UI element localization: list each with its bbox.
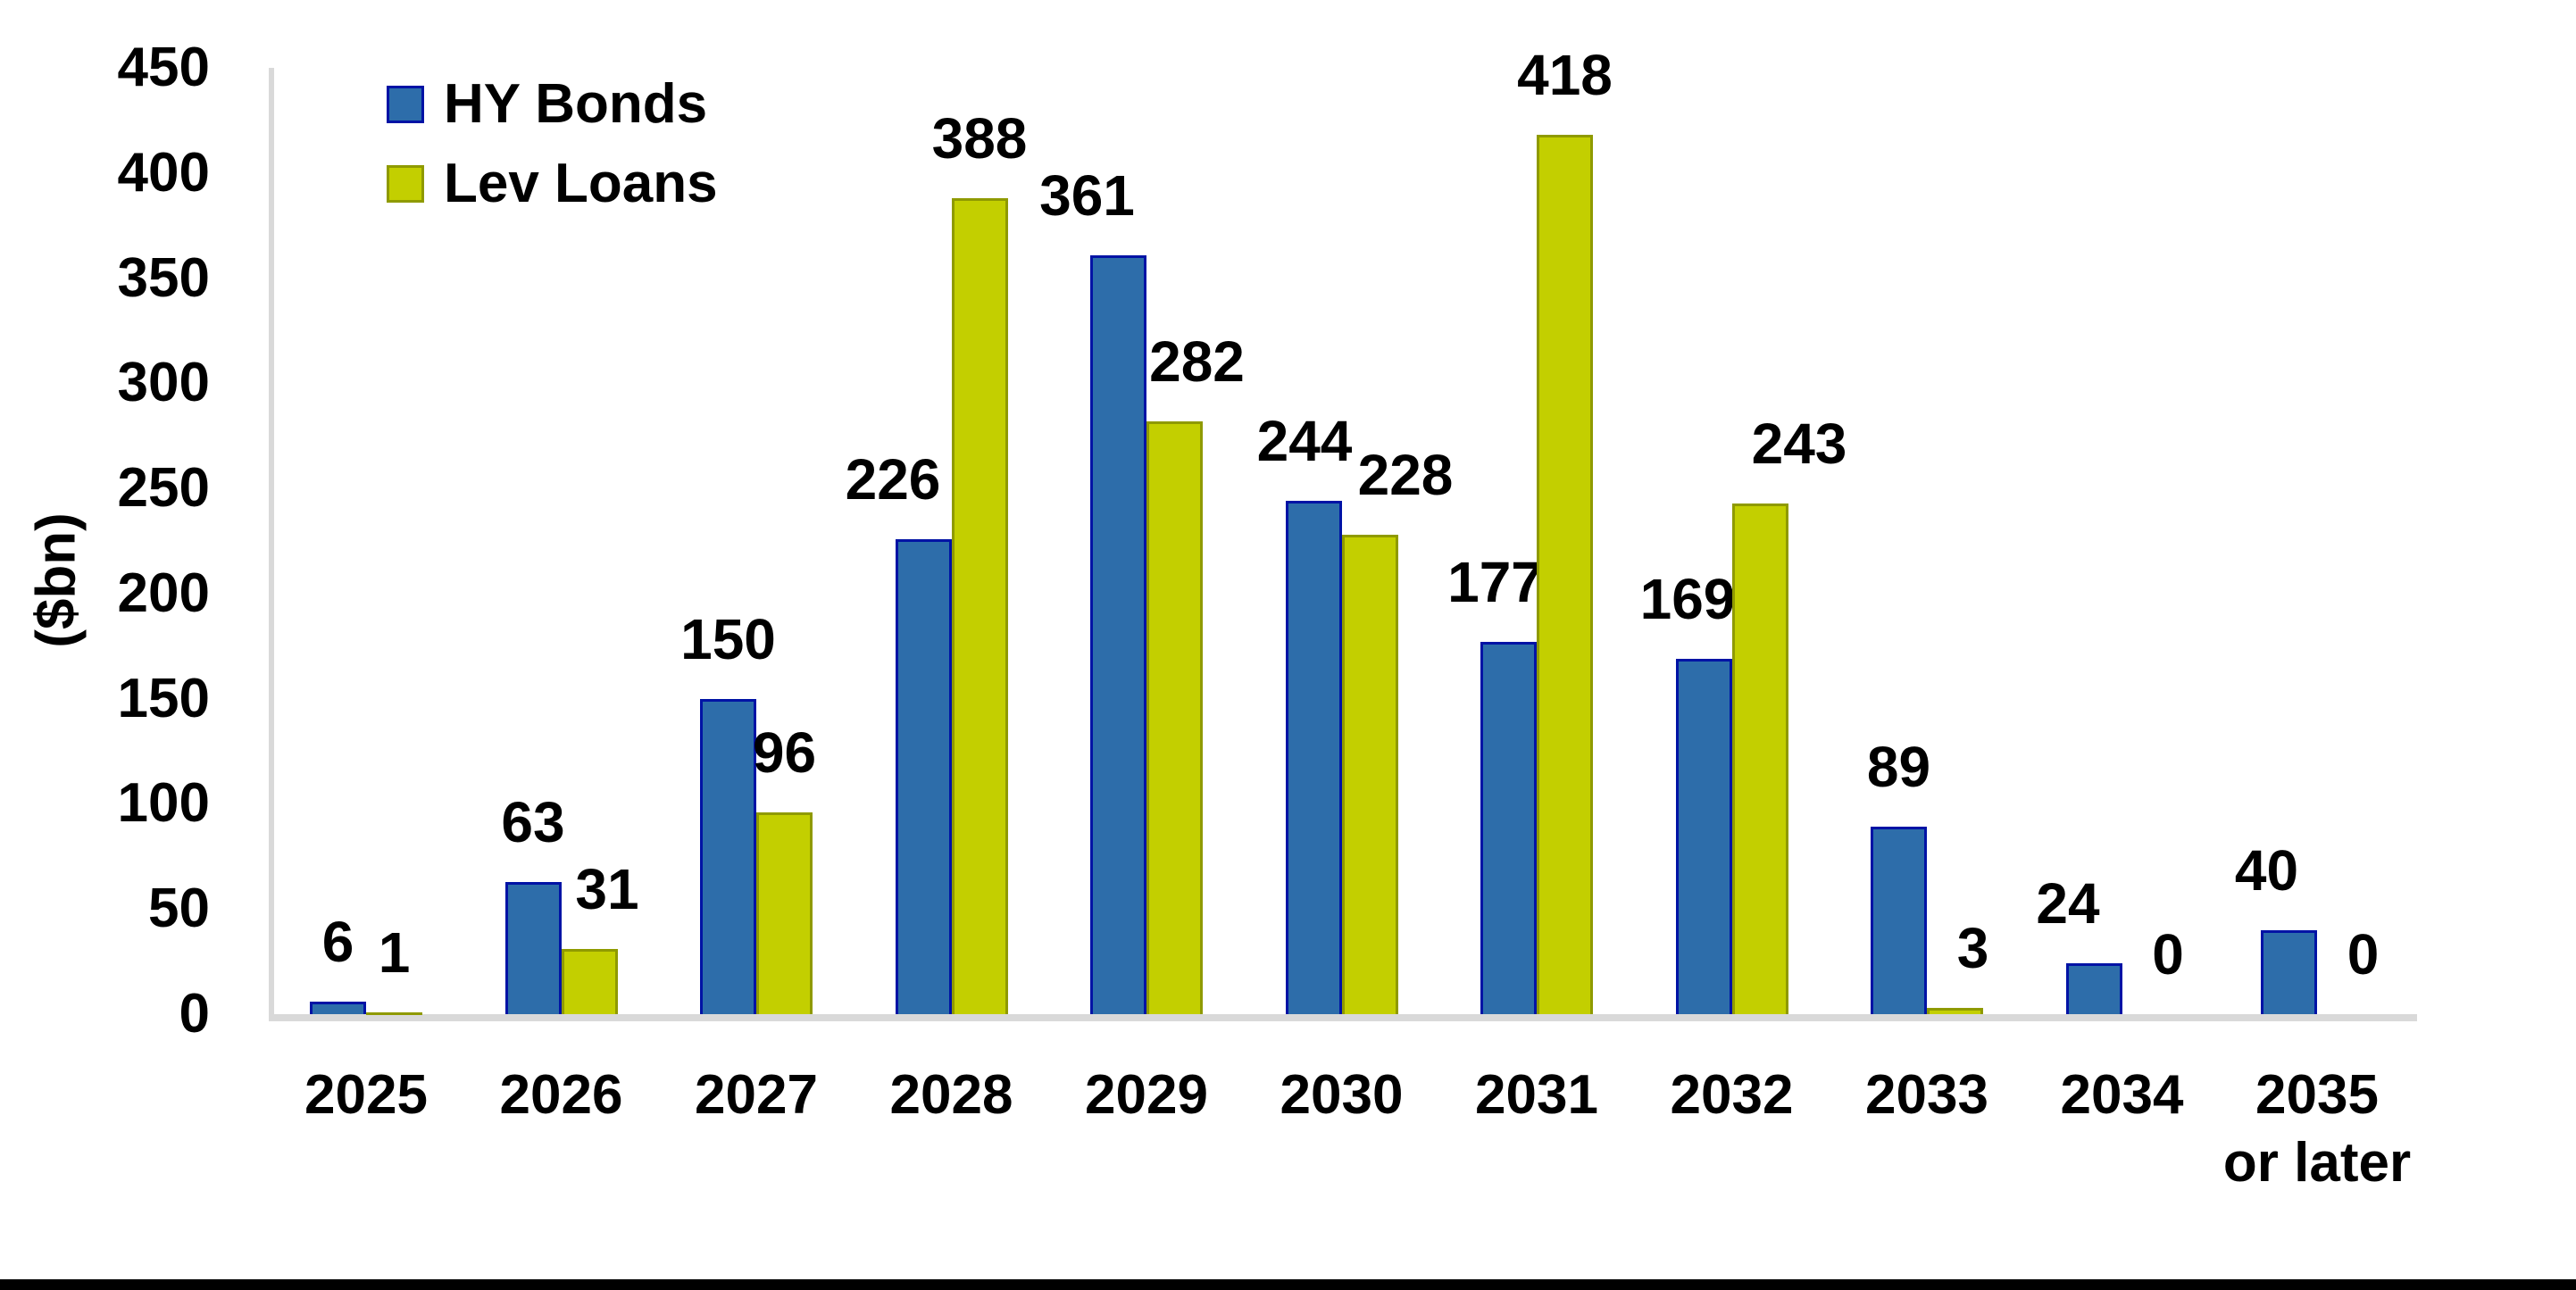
bar-hy-bonds-2028 [895, 539, 952, 1014]
bar-lev-loans-2026 [561, 949, 618, 1014]
bar-hy-bonds-2027 [700, 699, 756, 1014]
bar-hy-bonds-2025 [310, 1002, 366, 1014]
data-label-lev-loans-2034: 0 [2152, 922, 2184, 986]
data-label-hy-bonds-2034: 24 [2036, 871, 2100, 936]
y-tick-350: 350 [117, 246, 210, 309]
data-label-hy-bonds-2028: 226 [845, 447, 941, 512]
legend-item-hy-bonds: HY Bonds [387, 77, 707, 132]
y-tick-200: 200 [117, 562, 210, 624]
bar-hy-bonds-2032 [1675, 659, 1732, 1014]
bar-hy-bonds-2026 [504, 882, 562, 1014]
y-tick-300: 300 [117, 352, 210, 414]
data-label-hy-bonds-2029: 361 [1039, 163, 1135, 228]
y-tick-450: 450 [117, 37, 210, 98]
data-label-hy-bonds-2032: 169 [1639, 567, 1736, 631]
y-tick-250: 250 [117, 457, 210, 520]
x-label-2025: 2025 [304, 1064, 428, 1126]
bar-lev-loans-2029 [1146, 421, 1203, 1014]
legend-item-lev-loans: Lev Loans [387, 156, 718, 212]
data-label-lev-loans-2028: 388 [931, 106, 1028, 171]
bar-hy-bonds-2034 [2065, 963, 2122, 1014]
bottom-rule [0, 1279, 2576, 1290]
x-sublabel-2035: or later [2222, 1132, 2412, 1194]
bar-hy-bonds-2030 [1285, 501, 1342, 1014]
data-label-hy-bonds-2025: 6 [321, 910, 354, 974]
lev-loans-swatch [387, 165, 424, 203]
x-label-2032: 2032 [1670, 1064, 1794, 1126]
bar-lev-loans-2028 [951, 198, 1008, 1014]
y-axis-line [269, 68, 274, 1021]
bar-hy-bonds-2031 [1480, 642, 1537, 1014]
x-label-2030: 2030 [1280, 1064, 1404, 1126]
x-label-2029: 2029 [1085, 1064, 1208, 1126]
data-label-hy-bonds-2031: 177 [1447, 550, 1543, 614]
data-label-lev-loans-2026: 31 [575, 857, 639, 921]
data-label-hy-bonds-2033: 89 [1866, 735, 1931, 799]
data-label-lev-loans-2029: 282 [1149, 329, 1245, 394]
x-label-2033: 2033 [1865, 1064, 1988, 1126]
data-label-hy-bonds-2026: 63 [501, 790, 565, 854]
data-label-lev-loans-2027: 96 [752, 720, 817, 785]
y-tick-50: 50 [148, 878, 210, 940]
x-label-2028: 2028 [889, 1064, 1013, 1126]
bar-lev-loans-2031 [1537, 135, 1593, 1014]
data-label-lev-loans-2031: 418 [1517, 43, 1613, 107]
x-label-2035: 2035 [2255, 1064, 2379, 1126]
bar-lev-loans-2032 [1731, 504, 1788, 1014]
data-label-lev-loans-2025: 1 [378, 920, 411, 985]
x-axis-line [269, 1014, 2417, 1021]
data-label-hy-bonds-2027: 150 [680, 607, 776, 671]
y-tick-100: 100 [117, 772, 210, 835]
x-label-2026: 2026 [499, 1064, 623, 1126]
bar-lev-loans-2027 [756, 812, 813, 1014]
data-label-lev-loans-2035: 0 [2347, 922, 2380, 986]
legend-label-hy-bonds: HY Bonds [444, 73, 708, 135]
y-tick-0: 0 [179, 983, 210, 1044]
bar-lev-loans-2030 [1341, 535, 1398, 1014]
data-label-lev-loans-2032: 243 [1751, 412, 1847, 476]
x-label-2027: 2027 [695, 1064, 818, 1126]
bar-hy-bonds-2033 [1871, 827, 1927, 1014]
data-label-lev-loans-2030: 228 [1357, 443, 1454, 507]
bar-lev-loans-2033 [1927, 1008, 1983, 1014]
y-tick-150: 150 [117, 667, 210, 729]
x-label-2031: 2031 [1475, 1064, 1598, 1126]
bar-hy-bonds-2029 [1090, 255, 1146, 1014]
data-label-hy-bonds-2035: 40 [2234, 838, 2299, 903]
data-label-lev-loans-2033: 3 [1956, 916, 1989, 980]
hy-bonds-swatch [387, 86, 424, 123]
y-tick-400: 400 [117, 141, 210, 204]
bar-hy-bonds-2035 [2261, 930, 2317, 1014]
data-label-hy-bonds-2030: 244 [1256, 409, 1353, 473]
bar-lev-loans-2025 [366, 1012, 422, 1015]
x-label-2034: 2034 [2060, 1064, 2184, 1126]
legend-label-lev-loans: Lev Loans [444, 153, 718, 214]
